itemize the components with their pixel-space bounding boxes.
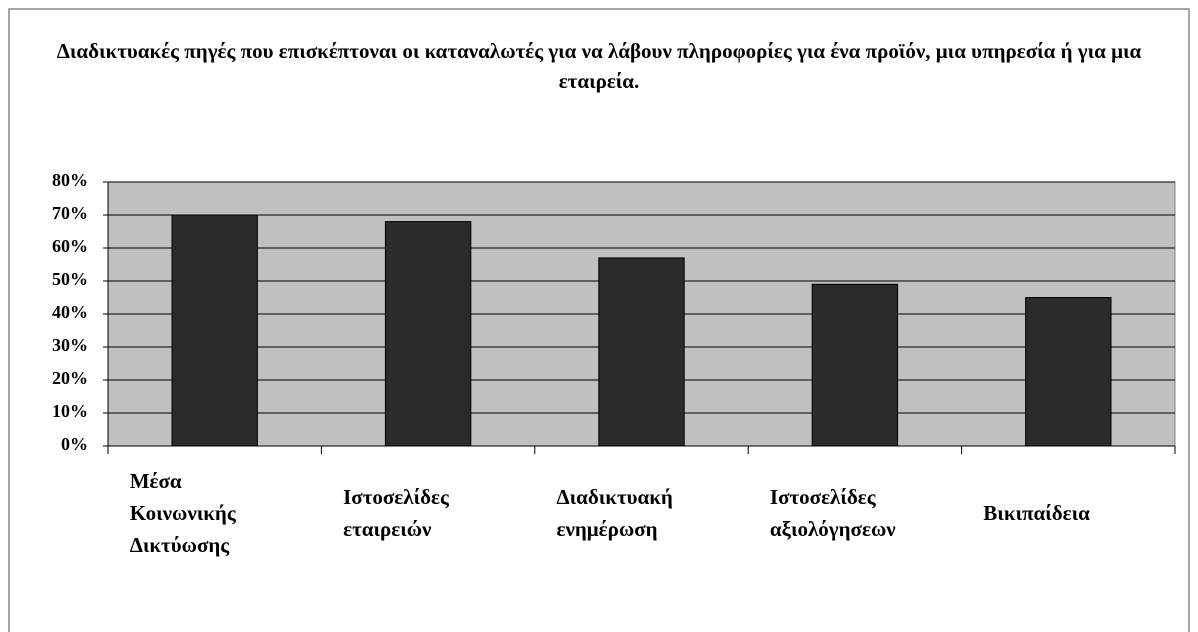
y-tick-label: 80% <box>52 170 88 190</box>
x-tick-label: Ιστοσελίδες αξιολόγησεων <box>769 484 896 541</box>
chart-border <box>8 8 1190 632</box>
y-tick-label: 70% <box>52 203 88 223</box>
y-tick-label: 40% <box>52 302 88 322</box>
x-tick-label-box: Ιστοσελίδες εταιρειών <box>343 445 513 580</box>
x-tick-label-box: Διαδικτυακή ενημέρωση <box>557 445 727 580</box>
y-tick-label: 10% <box>52 401 88 421</box>
x-tick-label: Ιστοσελίδες εταιρειών <box>343 484 449 541</box>
x-tick-label: Βικιπαίδεια <box>983 500 1090 525</box>
y-tick-label: 50% <box>52 269 88 289</box>
x-tick-label-box: Ιστοσελίδες αξιολόγησεων <box>770 445 940 580</box>
x-tick-label: Διαδικτυακή ενημέρωση <box>556 484 673 541</box>
bar <box>811 283 899 447</box>
x-tick-label-box: Μέσα Κοινωνικής Δικτύωσης <box>130 445 300 580</box>
x-tick-label-box: Βικιπαίδεια <box>983 445 1153 580</box>
bar <box>384 221 472 447</box>
bar <box>598 257 685 447</box>
x-tick-label: Μέσα Κοινωνικής Δικτύωσης <box>129 468 236 557</box>
y-tick-label: 20% <box>52 368 88 388</box>
chart-title: Διαδικτυακές πηγές που επισκέπτοναι οι κ… <box>56 39 1142 93</box>
y-tick-label: 60% <box>52 236 88 256</box>
y-tick-label: 30% <box>52 335 88 355</box>
y-tick-label: 0% <box>61 434 88 454</box>
bar <box>171 214 258 447</box>
bar <box>1025 297 1112 447</box>
